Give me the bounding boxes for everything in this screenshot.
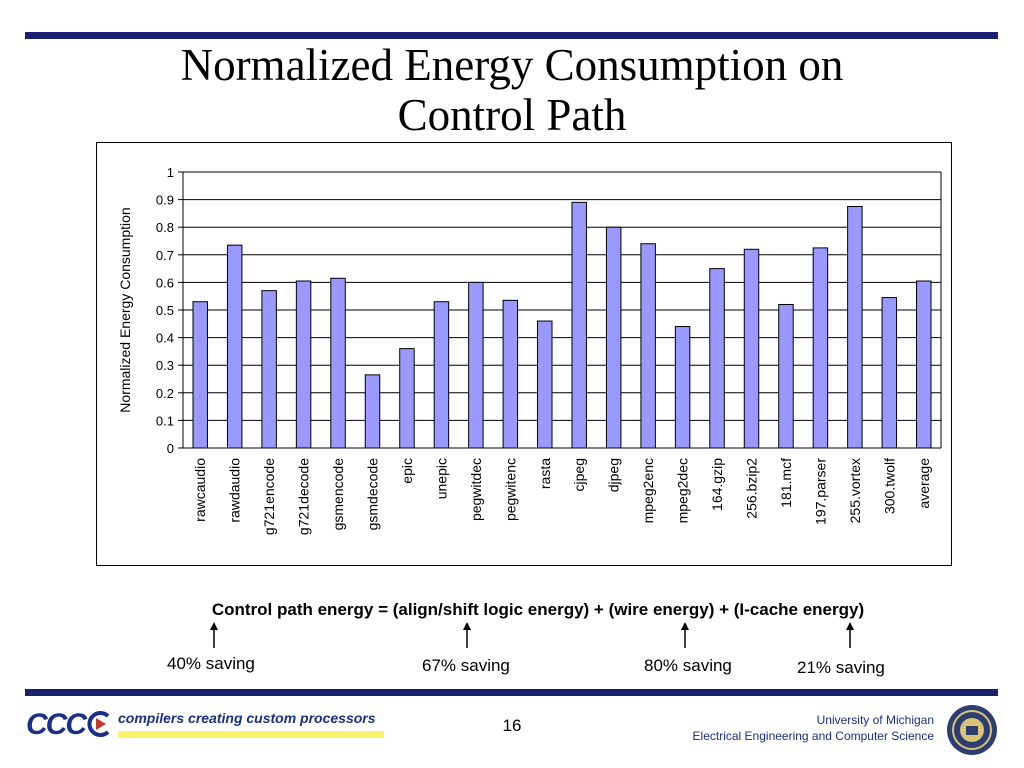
- x-tick-label: gsmencode: [330, 458, 346, 531]
- x-tick-label: 300.twolf: [881, 458, 897, 514]
- y-axis-label: Normalized Energy Consumption: [117, 207, 133, 412]
- x-tick-label: rasta: [537, 458, 553, 489]
- saving-align-shift: 40% saving: [167, 654, 255, 673]
- x-tick-label: 197.parser: [812, 458, 828, 525]
- bar: [537, 320, 553, 449]
- energy-equation: Control path energy = (align/shift logic…: [211, 600, 865, 619]
- title-line-2: Control Path: [397, 90, 627, 140]
- x-tick-label: gsmdecode: [365, 458, 381, 531]
- x-tick-label: average: [916, 458, 932, 509]
- x-tick-label: cjpeg: [571, 458, 587, 491]
- bar: [916, 280, 932, 449]
- saving-icache: 80% saving: [644, 656, 732, 675]
- bar: [674, 326, 691, 449]
- bottom-rule: [25, 689, 998, 696]
- bar: [812, 247, 829, 449]
- x-tick-label: mpeg2dec: [675, 458, 691, 523]
- bar: [261, 290, 277, 449]
- bar: [743, 248, 760, 449]
- y-tick-label: 1: [167, 165, 174, 180]
- x-tick-label: 255.vortex: [847, 458, 863, 523]
- bar: [468, 281, 484, 449]
- y-tick-label: 0.1: [156, 413, 174, 428]
- bar: [709, 268, 725, 449]
- x-tick-label: 181.mcf: [778, 458, 794, 508]
- saving-wire: 67% saving: [422, 656, 510, 675]
- y-tick-label: 0: [167, 441, 174, 456]
- up-arrow-icon: [846, 622, 854, 648]
- bar: [502, 299, 519, 449]
- bar: [399, 348, 415, 449]
- x-tick-label: rawdaudio: [227, 458, 243, 523]
- logo-tagline: compilers creating custom processors: [118, 710, 376, 726]
- ccc-logo: CCC compilers creating custom processors: [26, 704, 384, 744]
- bar: [295, 280, 312, 449]
- slide-title: Normalized Energy Consumption on Control…: [0, 40, 1024, 140]
- x-tick-label: g721encode: [261, 458, 277, 535]
- x-tick-label: pegwitdec: [468, 458, 484, 521]
- university-seal-icon: [947, 705, 997, 755]
- x-tick-label: g721decode: [296, 458, 312, 535]
- bar: [881, 297, 898, 449]
- x-tick-label: 164.gzip: [709, 458, 725, 511]
- bar: [778, 303, 794, 449]
- x-tick-label: rawcaudio: [192, 458, 208, 522]
- bar: [847, 206, 863, 449]
- affiliation-department: Electrical Engineering and Computer Scie…: [692, 729, 934, 743]
- title-line-1: Normalized Energy Consumption on: [180, 40, 844, 90]
- up-arrow-icon: [463, 622, 471, 648]
- bar: [433, 301, 450, 449]
- up-arrow-icon: [210, 622, 218, 648]
- x-tick-label: 256.bzip2: [744, 458, 760, 519]
- bar: [571, 201, 587, 449]
- affiliation: University of Michigan Electrical Engine…: [693, 712, 934, 744]
- y-tick-label: 0.8: [156, 220, 174, 235]
- up-arrow-icon: [681, 622, 689, 648]
- x-tick-label: mpeg2enc: [640, 458, 656, 523]
- logo-swirl-icon: [87, 711, 110, 737]
- x-tick-label: epic: [399, 458, 415, 484]
- logo-underline: [118, 731, 384, 738]
- slide-number: 16: [502, 716, 522, 735]
- bar: [226, 244, 243, 449]
- y-tick-label: 0.9: [156, 193, 174, 208]
- affiliation-university: University of Michigan: [816, 713, 934, 727]
- x-tick-label: unepic: [433, 458, 449, 499]
- x-tick-label: djpeg: [606, 458, 622, 492]
- bar: [192, 301, 208, 449]
- x-tick-label: pegwitenc: [502, 458, 518, 521]
- y-tick-label: 0.2: [156, 386, 174, 401]
- logo-acronym: CCC: [26, 708, 87, 741]
- y-tick-label: 0.7: [156, 248, 174, 263]
- bar-chart: 0 0.1 0.2 0.3 0.4 0.5 0.6 0.7 0.8 0.9 1 Normalized …: [117, 165, 942, 535]
- bar: [330, 277, 346, 449]
- y-tick-label: 0.6: [156, 275, 174, 290]
- top-rule: [25, 32, 998, 39]
- y-tick-label: 0.4: [156, 331, 174, 346]
- bar: [640, 243, 656, 449]
- y-tick-label: 0.3: [156, 358, 174, 373]
- bar: [605, 226, 622, 449]
- chart-frame: [96, 142, 952, 566]
- bar: [364, 374, 381, 449]
- y-tick-label: 0.5: [156, 303, 174, 318]
- saving-overall: 21% saving: [797, 658, 885, 677]
